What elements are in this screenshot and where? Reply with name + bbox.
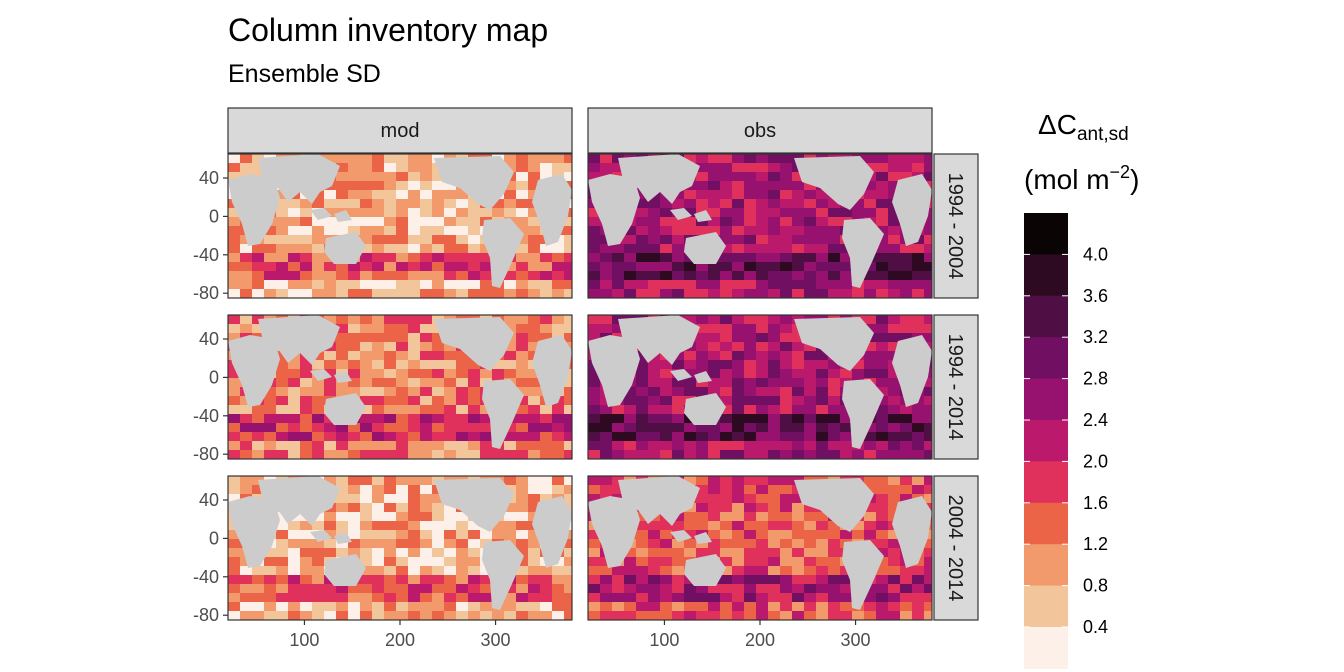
facet-strip-mod: mod — [227, 107, 573, 154]
x-tick-label: 200 — [745, 630, 775, 650]
facet-strip-obs: obs — [587, 107, 933, 154]
y-tick-label: -80 — [193, 605, 219, 625]
legend-swatch — [1024, 585, 1068, 628]
y-tick-label: 0 — [209, 367, 219, 387]
legend-label: 2.8 — [1083, 369, 1108, 389]
map-panel-mod-1: 40 0 -40 -80 — [193, 314, 573, 464]
legend-swatch — [1024, 544, 1068, 587]
facet-strip-row-label: 1994 - 2014 — [944, 334, 966, 441]
facet-panels: mod obs 1994 - 2004 1994 - 2014 2004 - 2014 4… — [193, 107, 979, 650]
x-tick-label: 100 — [289, 630, 319, 650]
legend-swatch — [1024, 337, 1068, 380]
legend-swatch — [1024, 378, 1068, 421]
facet-strip-row: 1994 - 2014 — [933, 314, 979, 460]
legend-swatch — [1024, 295, 1068, 338]
legend-label: 0.4 — [1083, 617, 1108, 637]
map-panel-obs-2: 100 200 300 — [587, 475, 933, 650]
facet-strip-row: 2004 - 2014 — [933, 475, 979, 621]
facet-strip-row-label: 1994 - 2004 — [944, 173, 966, 280]
legend-label: 3.6 — [1083, 286, 1108, 306]
chart-subtitle: Ensemble SD — [228, 60, 381, 88]
y-tick-label: -40 — [193, 406, 219, 426]
y-tick-label: 0 — [209, 206, 219, 226]
y-tick-label: 40 — [199, 329, 219, 349]
legend-swatch — [1024, 502, 1068, 545]
facet-strip-row-label: 2004 - 2014 — [944, 495, 966, 602]
y-tick-label: -40 — [193, 245, 219, 265]
legend-swatch — [1024, 213, 1068, 255]
y-tick-label: 0 — [209, 528, 219, 548]
map-panel-mod-0: 40 0 -40 -80 — [193, 153, 573, 303]
facet-strip-label: obs — [744, 120, 776, 142]
map-panel-obs-0 — [587, 153, 933, 299]
y-tick-label: 40 — [199, 168, 219, 188]
map-panel-mod-2: 40 0 -40 -80 100 200 300 — [193, 475, 573, 650]
y-tick-label: -80 — [193, 444, 219, 464]
y-tick-label: 40 — [199, 490, 219, 510]
legend-unit: (mol m−2) — [1024, 162, 1139, 195]
facet-strip-label: mod — [381, 120, 420, 142]
legend-title: ΔCant,sd — [1038, 109, 1129, 145]
legend-label: 2.4 — [1083, 410, 1108, 430]
color-legend: ΔCant,sd (mol m−2) 4.0 3.6 3.2 2.8 2.4 2.0 1.6 1.… — [1024, 109, 1139, 669]
y-tick-label: -80 — [193, 283, 219, 303]
legend-label: 2.0 — [1083, 451, 1108, 471]
legend-label: 1.6 — [1083, 493, 1108, 513]
legend-label: 1.2 — [1083, 534, 1108, 554]
x-tick-label: 300 — [481, 630, 511, 650]
legend-label: 4.0 — [1083, 244, 1108, 264]
legend-label: 3.2 — [1083, 327, 1108, 347]
facet-strip-row: 1994 - 2004 — [933, 153, 979, 299]
legend-label: 0.8 — [1083, 576, 1108, 596]
chart-title: Column inventory map — [228, 12, 549, 48]
map-panel-obs-1 — [587, 314, 933, 460]
legend-swatch — [1024, 461, 1068, 504]
legend-swatch — [1024, 254, 1068, 297]
legend-swatch — [1024, 627, 1068, 669]
legend-swatch — [1024, 420, 1068, 462]
x-tick-label: 200 — [385, 630, 415, 650]
y-tick-label: -40 — [193, 567, 219, 587]
x-tick-label: 100 — [649, 630, 679, 650]
x-tick-label: 300 — [841, 630, 871, 650]
